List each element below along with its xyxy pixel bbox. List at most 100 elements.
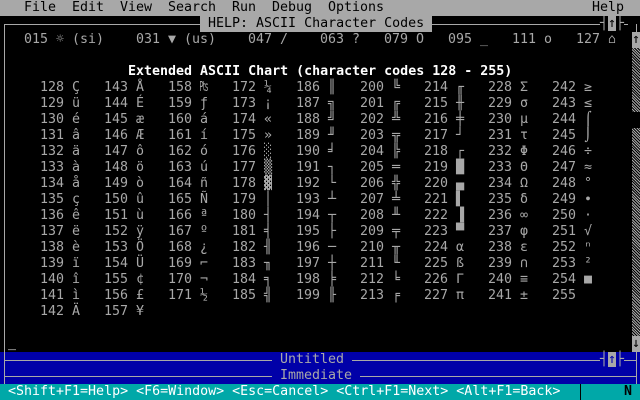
status-hints[interactable]: <Shift+F1=Help> <F6=Window> <Esc=Cancel>… — [8, 384, 561, 399]
immediate-window-bar[interactable]: Immediate — [0, 368, 640, 384]
ascii-code: 193 — [296, 192, 321, 207]
ascii-code: 144 — [104, 96, 129, 111]
menu-search[interactable]: Search — [168, 0, 217, 15]
ascii-code: 191 — [296, 160, 321, 175]
ascii-character: ∙ — [584, 192, 593, 207]
scroll-down-icon[interactable]: ↓ — [632, 336, 640, 352]
maximize-button[interactable]: ┤↑├ — [600, 16, 625, 32]
ascii-code: 187 — [296, 96, 321, 111]
ascii-character: ÿ — [136, 224, 145, 239]
ascii-code: 233 — [488, 160, 513, 175]
ascii-character: ╬ — [392, 176, 401, 191]
ascii-code: 182 — [232, 240, 257, 255]
ascii-character: │ — [264, 192, 273, 207]
ascii-code: 178 — [232, 176, 257, 191]
ascii-code: 129 — [40, 96, 65, 111]
ascii-code: 165 — [168, 192, 193, 207]
ascii-character: ô — [136, 144, 145, 159]
ascii-character: ├ — [328, 224, 337, 239]
status-divider — [580, 384, 581, 400]
ascii-character: ₧ — [200, 80, 209, 95]
ascii-code: 173 — [232, 96, 257, 111]
untitled-maximize-button[interactable]: ┤↑├ — [600, 352, 625, 368]
ascii-code: 185 — [232, 288, 257, 303]
ascii-code: 208 — [360, 208, 385, 223]
ascii-code: 183 — [232, 256, 257, 271]
scroll-up-icon[interactable]: ↑ — [632, 32, 640, 48]
ascii-code: 198 — [296, 272, 321, 287]
ascii-character: ¿ — [200, 240, 209, 255]
ascii-code: 149 — [104, 176, 129, 191]
ascii-code: 227 — [424, 288, 449, 303]
ascii-character: √ — [584, 224, 593, 239]
ascii-code: 247 — [552, 160, 577, 175]
status-bar: <Shift+F1=Help> <F6=Window> <Esc=Cancel>… — [0, 384, 640, 400]
untitled-right-border — [636, 352, 637, 368]
ascii-character: █ — [456, 160, 465, 175]
ascii-character: ╖ — [264, 256, 273, 271]
ascii-code: 194 — [296, 208, 321, 223]
ascii-character: ª — [200, 208, 209, 223]
ascii-code: 140 — [40, 272, 65, 287]
ascii-character: ╕ — [264, 272, 273, 287]
ascii-character: ¥ — [136, 304, 145, 319]
menu-options[interactable]: Options — [328, 0, 385, 15]
ascii-character: ═ — [392, 160, 401, 175]
ascii-character: ∞ — [520, 208, 529, 223]
ascii-character: φ — [520, 224, 529, 239]
ascii-code: 238 — [488, 240, 513, 255]
scrollbar-thumb[interactable] — [632, 112, 640, 128]
ascii-character: Ü — [136, 256, 145, 271]
ascii-code: 245 — [552, 128, 577, 143]
ascii-code: 128 — [40, 80, 65, 95]
ascii-character: â — [72, 128, 81, 143]
menu-debug[interactable]: Debug — [272, 0, 313, 15]
menu-edit[interactable]: Edit — [72, 0, 105, 15]
ascii-character: ▀ — [456, 224, 465, 239]
ascii-character: σ — [520, 96, 529, 111]
ascii-code: 136 — [40, 208, 65, 223]
ascii-code: 211 — [360, 256, 385, 271]
ascii-character: Ö — [136, 240, 145, 255]
ascii-character: à — [72, 160, 81, 175]
ascii-code: 130 — [40, 112, 65, 127]
ascii-code: 229 — [488, 96, 513, 111]
ascii-character: ▄ — [456, 176, 465, 191]
ascii-character: ┬ — [328, 208, 337, 223]
ascii-character: ï — [72, 256, 81, 271]
ascii-code: 213 — [360, 288, 385, 303]
ascii-code: 135 — [40, 192, 65, 207]
maximize-icon: ↑ — [608, 16, 617, 31]
menu-view[interactable]: View — [120, 0, 153, 15]
help-window-left-border — [4, 24, 5, 352]
ascii-code: 186 — [296, 80, 321, 95]
ascii-character: ä — [72, 144, 81, 159]
vertical-scrollbar[interactable] — [632, 48, 640, 336]
menu-help[interactable]: Help — [592, 0, 625, 15]
ascii-character: Θ — [520, 160, 529, 175]
immediate-left-border — [4, 368, 5, 384]
ascii-character: ╓ — [456, 80, 465, 95]
untitled-window-bar[interactable]: Untitled ┤↑├ — [0, 352, 640, 368]
ascii-character: º — [200, 224, 209, 239]
untitled-title: Untitled — [272, 352, 353, 368]
help-window-title: HELP: ASCII Character Codes — [200, 16, 432, 32]
ascii-character: ╥ — [392, 240, 401, 255]
ascii-code: 155 — [104, 272, 129, 287]
ascii-code: 154 — [104, 256, 129, 271]
ascii-character: ▒ — [264, 160, 273, 175]
ascii-character: ≈ — [584, 160, 593, 175]
ascii-code: 199 — [296, 288, 321, 303]
ascii-code: 196 — [296, 240, 321, 255]
menu-run[interactable]: Run — [232, 0, 257, 15]
ascii-entry: 111 o — [512, 32, 553, 47]
ascii-code: 174 — [232, 112, 257, 127]
ascii-character: ê — [72, 208, 81, 223]
ascii-code: 164 — [168, 176, 193, 191]
menu-file[interactable]: File — [24, 0, 57, 15]
ascii-code: 250 — [552, 208, 577, 223]
ascii-code: 217 — [424, 128, 449, 143]
ascii-character: ƒ — [200, 96, 209, 111]
untitled-left-border — [4, 352, 5, 368]
ascii-code: 201 — [360, 96, 385, 111]
